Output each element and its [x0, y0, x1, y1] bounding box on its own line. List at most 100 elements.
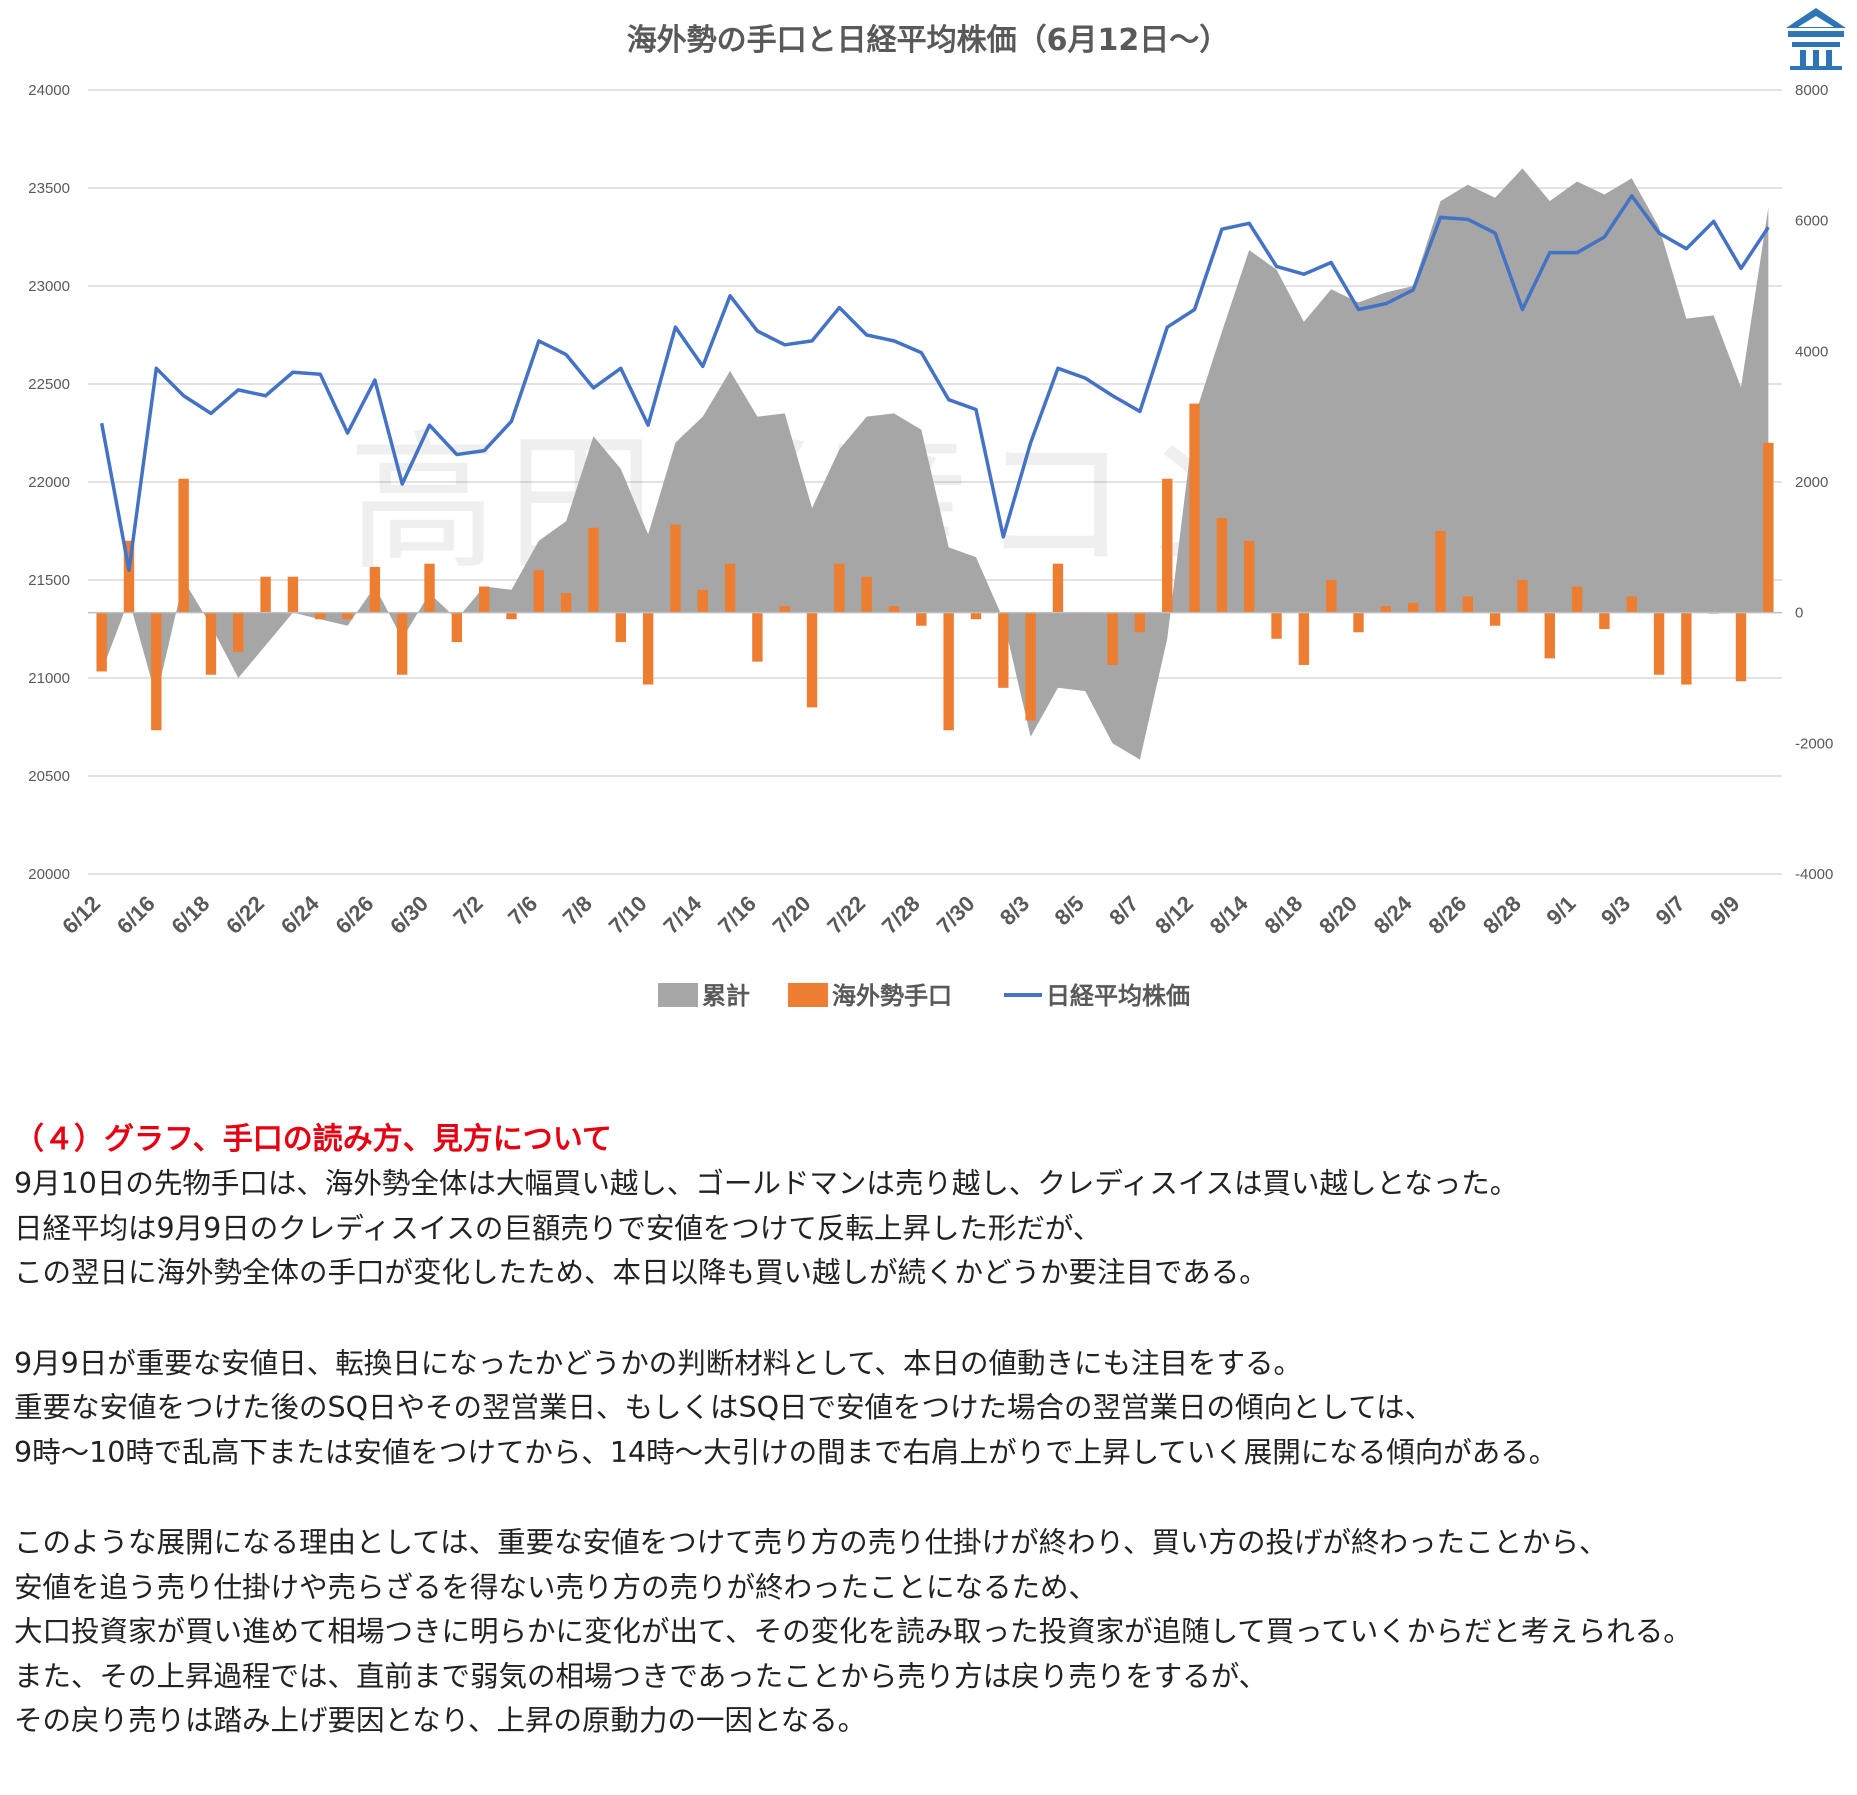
bar-foreign-trade: [506, 612, 517, 620]
bar-foreign-trade: [806, 612, 818, 708]
bar-foreign-trade: [123, 540, 135, 613]
article-line: この翌日に海外勢全体の手口が変化したため、本日以降も買い越しが続くかどうか要注目…: [14, 1256, 1268, 1289]
bar-foreign-trade: [1189, 403, 1200, 613]
bar-foreign-trade: [1107, 612, 1118, 665]
bar-foreign-trade: [1435, 531, 1446, 613]
right-axis-tick-label: 8000: [1795, 82, 1828, 99]
right-axis-tick-label: 0: [1795, 605, 1803, 622]
bar-foreign-trade: [1571, 586, 1583, 613]
bar-foreign-trade: [1271, 612, 1282, 639]
bar-foreign-trade: [588, 527, 599, 613]
x-axis-tick-label: 7/10: [604, 891, 652, 939]
chart-title: 海外勢の手口と日経平均株価（6月12日～）: [627, 23, 1230, 58]
article-line: 重要な安値をつけた後のSQ日やその翌営業日、もしくはSQ日で安値をつけた場合の翌…: [14, 1391, 1434, 1424]
bar-foreign-trade: [1025, 612, 1036, 721]
x-axis-tick-label: 7/2: [448, 891, 487, 930]
bar-foreign-trade: [1162, 478, 1173, 613]
x-axis-tick-label: 6/30: [385, 891, 433, 939]
bar-foreign-trade: [369, 566, 381, 613]
article-line: このような展開になる理由としては、重要な安値をつけて売り方の売り仕掛けが終わり、…: [14, 1526, 1608, 1559]
article: （４）グラフ、手口の読み方、見方について 9月10日の先物手口は、海外勢全体は大…: [14, 1118, 1844, 1790]
x-axis-tick-label: 7/14: [658, 890, 706, 938]
x-axis-tick-label: 8/20: [1314, 891, 1362, 939]
article-line: その戻り売りは踏み上げ要因となり、上昇の原動力の一因となる。: [14, 1704, 867, 1737]
left-axis-tick-label: 24000: [28, 82, 70, 99]
legend: 累計 海外勢手口 日経平均株価: [658, 982, 1190, 1010]
article-paragraph-1: 9月10日の先物手口は、海外勢全体は大幅買い越し、ゴールドマンは売り越し、クレデ…: [14, 1162, 1844, 1296]
bar-foreign-trade: [478, 586, 490, 613]
legend-label: 日経平均株価: [1046, 982, 1190, 1010]
article-line: 大口投資家が買い進めて相場つきに明らかに変化が出て、その変化を読み取った投資家が…: [14, 1615, 1692, 1648]
x-axis-tick-label: 9/1: [1541, 891, 1580, 930]
bar-foreign-trade: [451, 612, 463, 643]
bar-foreign-trade: [533, 570, 545, 613]
x-axis-tick-label: 8/7: [1104, 891, 1143, 930]
x-axis-tick-label: 9/7: [1651, 891, 1690, 930]
x-axis-tick-label: 8/28: [1478, 891, 1526, 939]
bar-foreign-trade: [397, 612, 408, 675]
x-axis-tick-label: 6/12: [57, 891, 105, 939]
right-axis-tick-label: -2000: [1795, 735, 1833, 752]
left-axis-tick-label: 20500: [28, 768, 70, 785]
left-axis-tick-label: 20000: [28, 866, 70, 883]
legend-swatch-cumulative: [658, 983, 698, 1007]
left-axis-tick-label: 21000: [28, 670, 70, 687]
x-axis-tick-label: 6/24: [276, 890, 324, 938]
bar-foreign-trade: [1489, 612, 1501, 626]
bar-foreign-trade: [1052, 563, 1064, 613]
x-axis-tick-label: 8/18: [1259, 891, 1307, 939]
bar-foreign-trade: [233, 612, 244, 652]
left-axis-tick-label: 23000: [28, 278, 70, 295]
right-axis-tick-label: 6000: [1795, 213, 1828, 230]
article-line: 9月9日が重要な安値日、転換日になったかどうかの判断材料として、本日の値動きにも…: [14, 1346, 1302, 1380]
bar-foreign-trade: [151, 612, 162, 731]
x-axis-tick-label: 7/16: [713, 891, 761, 939]
bar-foreign-trade: [1462, 596, 1473, 613]
x-axis-tick-label: 6/22: [221, 891, 269, 939]
bar-foreign-trade: [205, 612, 217, 675]
x-axis-tick-label: 9/3: [1596, 891, 1635, 930]
article-line: 9月10日の先物手口は、海外勢全体は大幅買い越し、ゴールドマンは売り越し、クレデ…: [14, 1167, 1519, 1200]
bar-foreign-trade: [342, 612, 353, 620]
article-line: また、その上昇過程では、直前まで弱気の相場つきであったことから売り方は戻り売りを…: [14, 1659, 1268, 1693]
bar-foreign-trade: [1298, 612, 1310, 665]
bar-foreign-trade: [424, 563, 435, 613]
bar-foreign-trade: [752, 612, 763, 662]
right-axis-tick-label: 2000: [1795, 474, 1828, 491]
x-axis-tick-label: 8/5: [1049, 891, 1088, 930]
bar-foreign-trade: [888, 606, 900, 613]
bar-foreign-trade: [178, 478, 189, 613]
x-axis-tick-label: 7/6: [503, 891, 542, 930]
line-nikkei: [99, 194, 1770, 572]
x-axis-tick-label: 7/30: [932, 891, 980, 939]
bar-foreign-trade: [615, 612, 626, 643]
bar-foreign-trade: [970, 612, 982, 620]
bar-foreign-trade: [1407, 602, 1419, 613]
x-axis-tick-label: 6/26: [330, 891, 378, 939]
bar-foreign-trade: [1380, 606, 1392, 613]
x-axis-tick-label: 8/14: [1205, 890, 1253, 938]
bar-foreign-trade: [1517, 580, 1528, 613]
bar-foreign-trade: [287, 576, 299, 613]
bar-foreign-trade: [697, 589, 708, 613]
building-roof-logo-icon: [1784, 6, 1848, 70]
bar-foreign-trade: [724, 563, 736, 613]
area-cumulative: [101, 168, 1769, 760]
x-axis-tick-label: 6/16: [112, 891, 160, 939]
right-axis-tick-label: -4000: [1795, 866, 1833, 883]
bar-foreign-trade: [560, 593, 572, 613]
x-axis-tick-label: 7/8: [558, 891, 597, 930]
bar-foreign-trade: [1216, 517, 1228, 613]
x-axis-tick-label: 7/20: [768, 891, 816, 939]
bar-foreign-trade: [1735, 612, 1747, 682]
bar-foreign-trade: [998, 612, 1009, 688]
bar-foreign-trade: [642, 612, 654, 685]
bar-foreign-trade: [1763, 442, 1774, 613]
bar-foreign-trade: [1599, 612, 1610, 629]
chart-area: 海外勢の手口と日経平均株価（6月12日～） 20000 20500 21000 2150…: [28, 6, 1848, 1010]
bar-foreign-trade: [1626, 596, 1637, 613]
x-axis-tick-label: 8/24: [1369, 890, 1417, 938]
left-axis-tick-label: 23500: [28, 180, 70, 197]
x-axis-tick-label: 8/26: [1423, 891, 1471, 939]
x-axis-tick-label: 8/3: [995, 891, 1034, 930]
